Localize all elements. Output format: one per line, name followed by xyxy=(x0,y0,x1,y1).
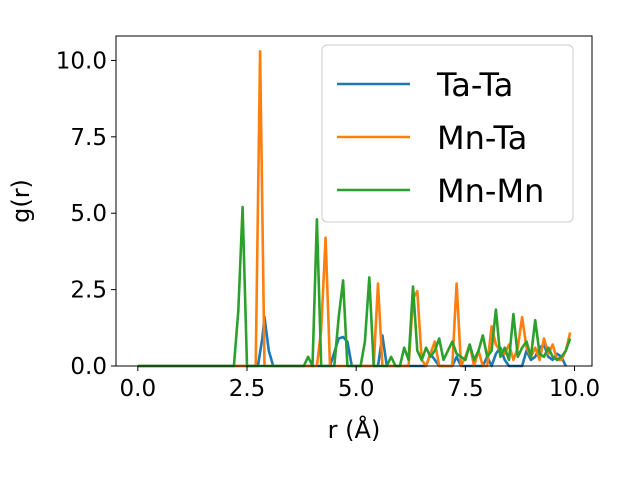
axes-frame xyxy=(115,35,593,367)
x-axis-label: r (Å) xyxy=(328,415,381,444)
y-tick-label: 10.0 xyxy=(56,48,107,74)
x-tick-label: 2.5 xyxy=(229,376,266,402)
series-line-mn-mn xyxy=(137,205,572,368)
x-tick-label: 5.0 xyxy=(338,376,375,402)
x-tick-label: 7.5 xyxy=(447,376,484,402)
legend: Ta-Ta Mn-Ta Mn-Mn xyxy=(321,44,574,223)
y-tick-label: 0.0 xyxy=(70,354,107,380)
legend-label: Mn-Ta xyxy=(437,119,527,157)
legend-box xyxy=(321,44,574,223)
legend-label: Mn-Mn xyxy=(437,172,544,210)
y-tick-label: 7.5 xyxy=(70,125,107,151)
legend-label: Ta-Ta xyxy=(436,66,513,104)
x-axis: 0.0 2.5 5.0 7.5 10.0 xyxy=(120,366,600,402)
y-tick-label: 5.0 xyxy=(70,201,107,227)
y-axis-label: g(r) xyxy=(7,179,35,223)
x-tick-label: 10.0 xyxy=(549,376,600,402)
y-axis: 0.0 2.5 5.0 7.5 10.0 xyxy=(56,48,116,380)
y-tick-label: 2.5 xyxy=(70,278,107,304)
series-line-ta-ta xyxy=(137,315,567,368)
x-tick-label: 0.0 xyxy=(120,376,157,402)
